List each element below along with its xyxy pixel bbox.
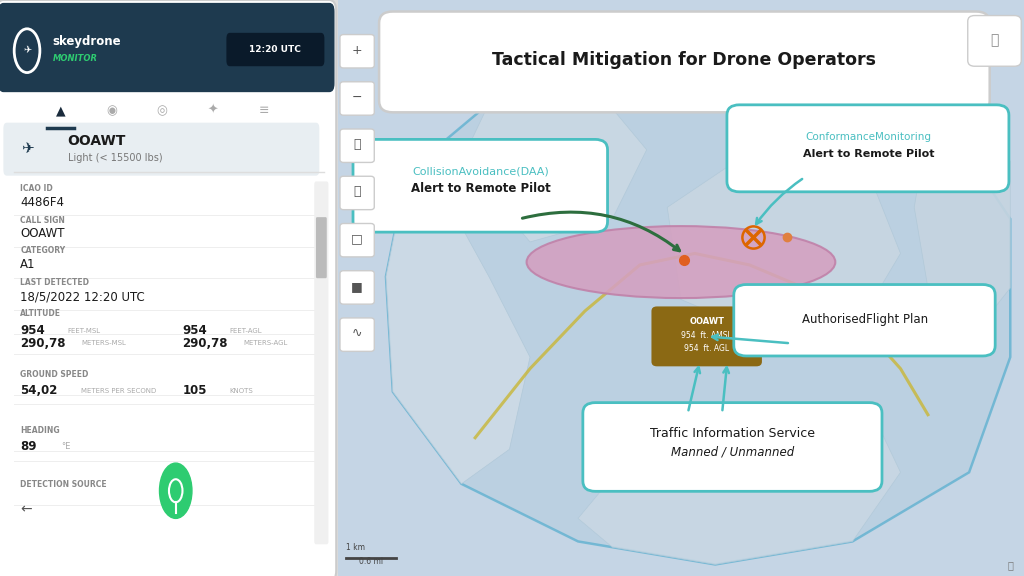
Text: 105: 105	[182, 384, 207, 397]
Text: 18/5/2022 12:20 UTC: 18/5/2022 12:20 UTC	[20, 291, 145, 304]
FancyBboxPatch shape	[651, 306, 762, 366]
FancyBboxPatch shape	[340, 176, 375, 210]
Text: LAST DETECTED: LAST DETECTED	[20, 278, 89, 287]
Text: Alert to Remote Pilot: Alert to Remote Pilot	[411, 183, 551, 195]
Text: ▲: ▲	[56, 104, 66, 117]
Text: ALTITUDE: ALTITUDE	[20, 309, 61, 319]
Text: 954  ft. AGL: 954 ft. AGL	[684, 344, 729, 353]
Text: DETECTION SOURCE: DETECTION SOURCE	[20, 480, 106, 490]
Text: 954: 954	[20, 324, 45, 337]
Text: 290,78: 290,78	[20, 337, 66, 350]
Text: ✈: ✈	[23, 46, 31, 56]
Text: ✦: ✦	[208, 104, 218, 117]
Text: Manned / Unmanned: Manned / Unmanned	[671, 446, 794, 458]
Text: AuthorisedFlight Plan: AuthorisedFlight Plan	[802, 313, 928, 325]
Text: +: +	[352, 44, 362, 56]
Text: ■: ■	[351, 280, 362, 293]
Text: 89: 89	[20, 440, 37, 453]
Text: OOAWT: OOAWT	[689, 317, 724, 326]
FancyBboxPatch shape	[340, 35, 375, 68]
Text: ⓘ: ⓘ	[1008, 560, 1014, 571]
Text: OOAWT: OOAWT	[20, 228, 65, 240]
Text: ⌕: ⌕	[353, 185, 360, 198]
Ellipse shape	[526, 226, 836, 298]
FancyBboxPatch shape	[226, 33, 325, 66]
Text: A1: A1	[20, 259, 36, 271]
FancyBboxPatch shape	[340, 82, 375, 115]
Text: Alert to Remote Pilot: Alert to Remote Pilot	[803, 149, 934, 160]
Text: METERS-AGL: METERS-AGL	[244, 340, 288, 346]
Polygon shape	[578, 415, 900, 564]
Text: CollisionAvoidance(DAA): CollisionAvoidance(DAA)	[413, 166, 549, 177]
Text: METERS-MSL: METERS-MSL	[81, 340, 126, 346]
Text: ICAO ID: ICAO ID	[20, 184, 53, 194]
FancyBboxPatch shape	[0, 0, 336, 576]
Text: ◎: ◎	[157, 104, 168, 117]
Text: Traffic Information Service: Traffic Information Service	[650, 427, 815, 440]
Text: ◉: ◉	[106, 104, 117, 117]
Text: 12:20 UTC: 12:20 UTC	[250, 45, 301, 54]
FancyBboxPatch shape	[583, 403, 882, 491]
Text: ≡: ≡	[258, 104, 269, 117]
FancyBboxPatch shape	[338, 0, 1024, 576]
FancyBboxPatch shape	[968, 16, 1021, 66]
FancyBboxPatch shape	[340, 129, 375, 162]
Text: ⧉: ⧉	[990, 33, 998, 47]
FancyBboxPatch shape	[0, 3, 335, 92]
FancyBboxPatch shape	[340, 318, 375, 351]
Text: KNOTS: KNOTS	[229, 388, 254, 393]
Text: −: −	[352, 91, 362, 104]
Text: ⛶: ⛶	[353, 138, 360, 151]
FancyBboxPatch shape	[316, 217, 327, 278]
Text: 0.6 mi: 0.6 mi	[358, 558, 383, 566]
FancyBboxPatch shape	[727, 105, 1009, 192]
Text: 54,02: 54,02	[20, 384, 57, 397]
Text: FEET-AGL: FEET-AGL	[229, 328, 262, 334]
Text: ∿: ∿	[352, 327, 362, 340]
Text: 290,78: 290,78	[182, 337, 228, 350]
Text: Tactical Mitigation for Drone Operators: Tactical Mitigation for Drone Operators	[493, 51, 877, 69]
Text: skeydrone: skeydrone	[52, 35, 121, 48]
Polygon shape	[668, 150, 900, 334]
Text: Light (< 15500 lbs): Light (< 15500 lbs)	[68, 153, 162, 164]
FancyBboxPatch shape	[379, 12, 989, 112]
Text: 954  ft. AMSL: 954 ft. AMSL	[681, 331, 732, 340]
Text: HEADING: HEADING	[20, 426, 59, 435]
Polygon shape	[386, 81, 1011, 564]
Text: OOAWT: OOAWT	[68, 134, 126, 148]
Text: 1 km: 1 km	[345, 543, 365, 552]
Text: □: □	[351, 233, 362, 245]
FancyBboxPatch shape	[353, 139, 607, 232]
Text: ConformanceMonitoring: ConformanceMonitoring	[805, 132, 931, 142]
FancyBboxPatch shape	[340, 223, 375, 257]
FancyBboxPatch shape	[3, 123, 319, 176]
Text: 4486F4: 4486F4	[20, 196, 65, 209]
Text: METERS PER SECOND: METERS PER SECOND	[81, 388, 157, 393]
Text: MONITOR: MONITOR	[52, 54, 97, 63]
FancyBboxPatch shape	[314, 181, 329, 544]
FancyBboxPatch shape	[340, 271, 375, 304]
Polygon shape	[914, 115, 1011, 323]
Polygon shape	[386, 173, 530, 484]
Polygon shape	[462, 92, 647, 242]
Text: GROUND SPEED: GROUND SPEED	[20, 370, 89, 379]
Circle shape	[160, 463, 191, 518]
Text: ✈: ✈	[20, 141, 34, 156]
Text: °E: °E	[60, 442, 71, 451]
Text: CALL SIGN: CALL SIGN	[20, 215, 66, 225]
Text: CATEGORY: CATEGORY	[20, 246, 66, 255]
Text: ←: ←	[20, 503, 32, 517]
Text: 954: 954	[182, 324, 207, 337]
FancyBboxPatch shape	[734, 285, 995, 356]
Text: FEET-MSL: FEET-MSL	[68, 328, 100, 334]
